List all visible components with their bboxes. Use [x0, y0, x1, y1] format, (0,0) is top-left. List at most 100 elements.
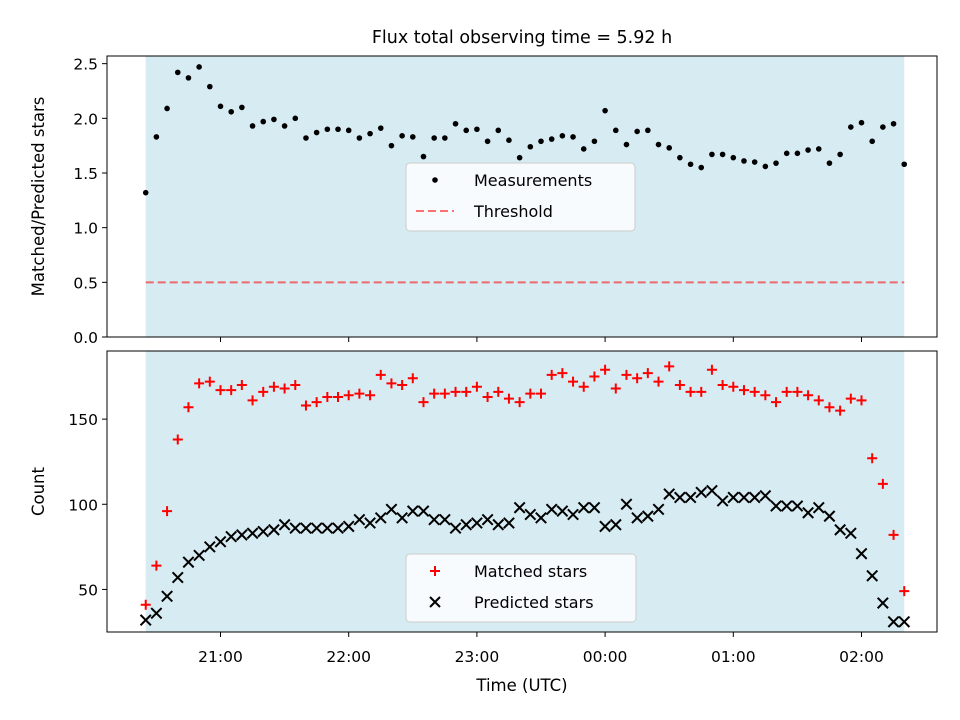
matched-star-marker: [514, 397, 525, 408]
matched-star-point: [258, 386, 269, 397]
predicted-star-marker: [481, 513, 494, 526]
matched-star-point: [664, 361, 675, 372]
predicted-star-marker: [706, 484, 718, 497]
matched-star-marker: [482, 391, 493, 402]
predicted-star-marker: [524, 508, 537, 521]
predicted-star-point: [802, 506, 814, 519]
matched-star-marker: [546, 369, 557, 380]
matched-star-point: [183, 402, 194, 413]
predicted-star-marker: [641, 510, 654, 523]
matched-star-marker: [333, 391, 344, 402]
matched-star-marker: [589, 371, 600, 382]
matched-star-point: [749, 386, 760, 397]
measurement-point: [655, 141, 662, 148]
matched-star-marker: [536, 388, 546, 399]
matched-star-marker: [258, 386, 269, 397]
measurement-point: [548, 136, 555, 142]
predicted-star-point: [268, 523, 280, 536]
matched-star-marker: [204, 376, 215, 387]
matched-star-marker: [867, 453, 878, 464]
predicted-star-point: [492, 518, 505, 531]
matched-star-marker: [503, 393, 514, 404]
matched-star-marker: [386, 378, 397, 389]
predicted-star-point: [513, 501, 526, 514]
predicted-star-marker: [332, 522, 344, 535]
predicted-star-marker: [235, 529, 248, 541]
matched-star-point: [674, 380, 685, 391]
matched-star-marker: [792, 386, 803, 397]
x-tick-label: 23:00: [455, 648, 500, 666]
matched-star-marker: [215, 385, 226, 396]
predicted-star-marker: [695, 486, 708, 499]
predicted-star-marker: [278, 518, 291, 531]
predicted-star-marker: [513, 501, 526, 514]
matched-star-point: [365, 390, 376, 401]
matched-star-marker: [557, 368, 568, 379]
y-tick-label: 50: [78, 581, 98, 599]
measurement-point: [858, 119, 865, 126]
matched-star-point: [354, 388, 365, 399]
predicted-star-marker: [898, 615, 911, 628]
predicted-star-point: [171, 571, 184, 584]
y-axis-label: Matched/Predicted stars: [29, 97, 48, 297]
predicted-star-point: [641, 510, 654, 523]
measurement-point: [890, 120, 897, 127]
matched-star-marker: [835, 405, 846, 416]
measurement-point: [783, 150, 790, 157]
predicted-star-point: [278, 518, 291, 531]
matched-star-point: [557, 368, 568, 379]
matched-star-point: [536, 388, 546, 399]
measurement-point: [420, 153, 427, 160]
predicted-star-point: [738, 491, 750, 504]
measurement-point: [281, 123, 288, 129]
y-tick-label: 1.0: [73, 220, 98, 238]
predicted-star-point: [844, 527, 857, 540]
measurement-point: [431, 135, 437, 141]
predicted-star-point: [342, 520, 355, 533]
matched-star-marker: [183, 402, 194, 413]
legend-entry-label: Measurements: [474, 171, 592, 190]
predicted-star-point: [321, 522, 334, 535]
measurement-point: [848, 124, 854, 130]
predicted-star-marker: [364, 517, 376, 529]
y-tick-label: 100: [68, 496, 98, 514]
matched-star-point: [514, 397, 525, 408]
predicted-star-marker: [214, 535, 227, 548]
measurement-point: [239, 104, 245, 111]
matched-star-point: [845, 393, 856, 404]
measurement-point: [174, 69, 181, 76]
matched-star-point: [503, 393, 514, 404]
predicted-star-marker: [855, 547, 868, 560]
matched-star-marker: [877, 478, 888, 489]
measurement-point: [666, 145, 672, 151]
measurement-point: [271, 116, 277, 123]
matched-star-point: [525, 388, 536, 399]
matched-star-marker: [632, 373, 643, 384]
predicted-star-marker: [428, 513, 441, 526]
measurement-point: [826, 160, 833, 166]
predicted-star-point: [706, 484, 718, 497]
measurement-point: [730, 154, 737, 161]
legend: Measurements Threshold: [405, 162, 636, 232]
matched-star-point: [835, 405, 846, 416]
legend-matched-marker: [430, 566, 440, 576]
x-tick-label: 21:00: [198, 648, 243, 666]
matched-star-marker: [899, 586, 910, 597]
matched-star-marker: [824, 402, 835, 413]
measurement-point: [559, 133, 566, 139]
matched-star-point: [621, 369, 632, 380]
predicted-star-point: [780, 500, 793, 512]
predicted-star-point: [449, 522, 462, 535]
predicted-star-marker: [780, 500, 793, 512]
legend-entry-label: Threshold: [473, 202, 553, 221]
matched-star-marker: [845, 393, 856, 404]
predicted-star-marker: [599, 520, 612, 533]
matched-star-marker: [450, 386, 461, 397]
matched-star-marker: [418, 397, 429, 408]
predicted-star-point: [481, 513, 494, 526]
predicted-star-point: [225, 530, 238, 543]
predicted-star-point: [139, 614, 152, 626]
matched-star-marker: [600, 364, 611, 375]
matched-star-marker: [738, 385, 749, 396]
matched-star-point: [322, 391, 333, 402]
